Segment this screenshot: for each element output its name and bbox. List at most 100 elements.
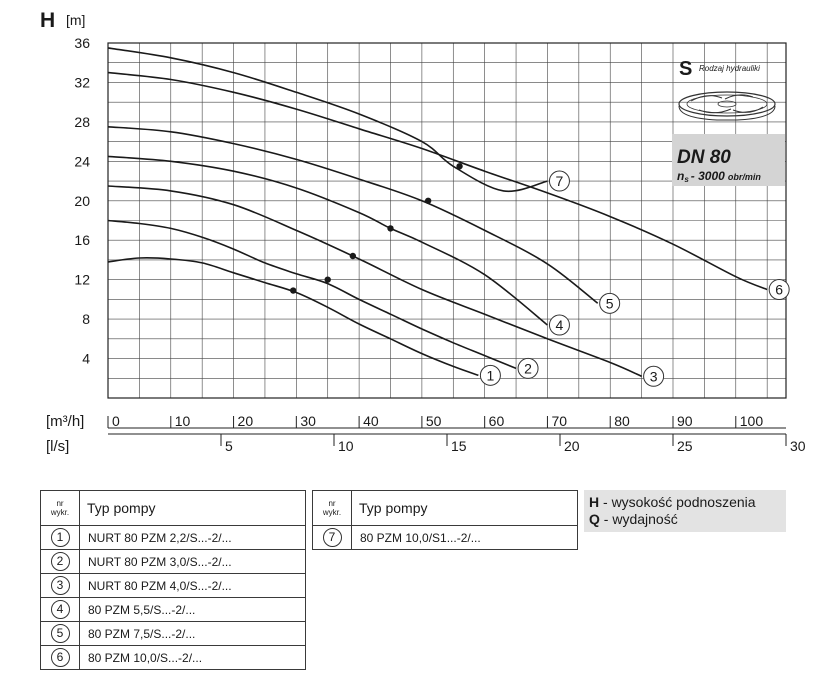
legend-q-line: Q - wydajność — [589, 511, 678, 527]
speed-unit: obr/min — [728, 172, 762, 182]
curve-number: 6 — [50, 648, 70, 667]
table-header-type: Typ pompy — [79, 490, 306, 526]
curve-label-2: 2 — [524, 360, 532, 376]
curve-label-3: 3 — [650, 368, 658, 384]
speed-subscript: s — [684, 175, 689, 184]
x-tick-label-secondary: 5 — [225, 438, 233, 454]
curve-label-circle-5 — [599, 292, 621, 314]
curve-label-circle-2 — [517, 357, 539, 379]
y-tick-label: 12 — [74, 272, 90, 288]
chart-grid — [107, 42, 787, 399]
dn-label: DN 80 — [677, 147, 731, 168]
x-tick-label-primary: 30 — [300, 413, 316, 429]
table-row: 2 NURT 80 PZM 3,0/S...-2/... — [40, 549, 306, 574]
table-header-type: Typ pompy — [351, 490, 578, 526]
curve-2 — [107, 219, 517, 370]
curve-label-6: 6 — [775, 282, 783, 298]
table-row: 5 80 PZM 7,5/S...-2/... — [40, 621, 306, 646]
x-tick-label-primary: 100 — [740, 413, 764, 429]
curve-marker-2 — [324, 276, 331, 283]
curve-label-7: 7 — [556, 173, 564, 189]
impeller-icon — [678, 91, 776, 121]
pump-type: NURT 80 PZM 3,0/S...-2/... — [79, 549, 306, 574]
table-row: 4 80 PZM 5,5/S...-2/... — [40, 597, 306, 622]
table-header-row: nr wykr. Typ pompy — [312, 490, 578, 526]
curve-number: 5 — [50, 624, 70, 643]
curve-label-circle-7 — [548, 170, 570, 192]
x-tick-label-primary: 0 — [112, 413, 120, 429]
curve-label-circle-3 — [643, 365, 665, 387]
pump-type: 80 PZM 7,5/S...-2/... — [79, 621, 306, 646]
x-tick-label-primary: 20 — [238, 413, 254, 429]
symbol-legend: H - wysokość podnoszenia Q - wydajność — [584, 490, 786, 532]
table-row: 7 80 PZM 10,0/S1...-2/... — [312, 525, 578, 550]
table-row: 1 NURT 80 PZM 2,2/S...-2/... — [40, 525, 306, 550]
curve-label-5: 5 — [606, 295, 614, 311]
curve-number: 4 — [50, 600, 70, 619]
curve-4 — [107, 155, 548, 326]
table-header-nr: nr wykr. — [312, 490, 352, 526]
curve-marker-1 — [289, 287, 297, 294]
hydraulic-type-letter: S — [679, 58, 692, 80]
curve-label-circle-6 — [768, 279, 790, 301]
y-tick-label: 28 — [74, 114, 90, 130]
curve-7 — [107, 47, 548, 193]
speed-symbol: n — [677, 169, 684, 183]
legend-h-line: H - wysokość podnoszenia — [589, 494, 756, 510]
table-header-row: nr wykr. Typ pompy — [40, 490, 306, 526]
x-tick-label-secondary: 25 — [677, 438, 693, 454]
x-tick-label-primary: 70 — [551, 413, 567, 429]
curve-label-circle-4 — [548, 314, 570, 336]
curve-number: 2 — [50, 552, 70, 571]
y-tick-label: 32 — [74, 74, 90, 90]
pump-type: 80 PZM 10,0/S...-2/... — [79, 645, 306, 670]
x-tick-label-primary: 50 — [426, 413, 442, 429]
y-axis-unit: [m] — [66, 12, 85, 28]
curve-label-4: 4 — [556, 317, 564, 333]
table-header-nr: nr wykr. — [40, 490, 80, 526]
hydraulic-type-label: Rodzaj hydrauliki — [699, 64, 760, 73]
curve-6 — [107, 71, 768, 291]
curve-1 — [107, 257, 479, 377]
x-tick-label-secondary: 10 — [338, 438, 354, 454]
y-tick-label: 36 — [74, 35, 90, 51]
curve-5 — [107, 126, 599, 304]
x-tick-label-primary: 60 — [489, 413, 505, 429]
speed-label: ns - 3000 obr/min — [677, 169, 761, 184]
curve-marker-7 — [456, 163, 463, 170]
curve-marker-4 — [387, 225, 394, 232]
pump-type: 80 PZM 10,0/S1...-2/... — [351, 525, 578, 550]
x-tick-label-secondary: 15 — [451, 438, 467, 454]
x-tick-label-primary: 10 — [175, 413, 191, 429]
x-tick-label-secondary: 20 — [564, 438, 580, 454]
table-row: 6 80 PZM 10,0/S...-2/... — [40, 645, 306, 670]
curve-3 — [107, 185, 642, 378]
y-tick-label: 4 — [82, 351, 90, 367]
table-row: 3 NURT 80 PZM 4,0/S...-2/... — [40, 573, 306, 598]
y-tick-label: 24 — [74, 153, 90, 169]
curve-label-circle-1 — [479, 364, 501, 386]
curve-label-1: 1 — [486, 367, 494, 383]
curve-marker-3 — [349, 252, 357, 260]
y-tick-label: 8 — [82, 311, 90, 327]
pump-type-table-left: nr wykr. Typ pompy 1 NURT 80 PZM 2,2/S...-… — [40, 490, 306, 670]
x-tick-label-primary: 80 — [614, 413, 630, 429]
curve-number: 7 — [322, 528, 342, 547]
curve-number: 3 — [50, 576, 70, 595]
x-tick-label-primary: 90 — [677, 413, 693, 429]
x-tick-label-secondary: 30 — [790, 438, 806, 454]
x-axis-unit-secondary: [l/s] — [46, 438, 69, 455]
pump-type: NURT 80 PZM 2,2/S...-2/... — [79, 525, 306, 550]
x-axis-unit-primary: [m³/h] — [46, 413, 84, 430]
y-axis-letter: H — [40, 9, 55, 32]
speed-value: - 3000 — [691, 169, 725, 183]
y-tick-label: 16 — [74, 232, 90, 248]
curve-marker-5 — [424, 197, 432, 204]
pump-type-table-right: nr wykr. Typ pompy 7 80 PZM 10,0/S1...-2/.… — [312, 490, 578, 550]
y-tick-label: 20 — [74, 193, 90, 209]
pump-type: NURT 80 PZM 4,0/S...-2/... — [79, 573, 306, 598]
hydraulic-info-box: S Rodzaj hydrauliki DN 80 ns - 3000 obr/mi… — [672, 58, 785, 186]
chart-curves — [107, 47, 768, 378]
